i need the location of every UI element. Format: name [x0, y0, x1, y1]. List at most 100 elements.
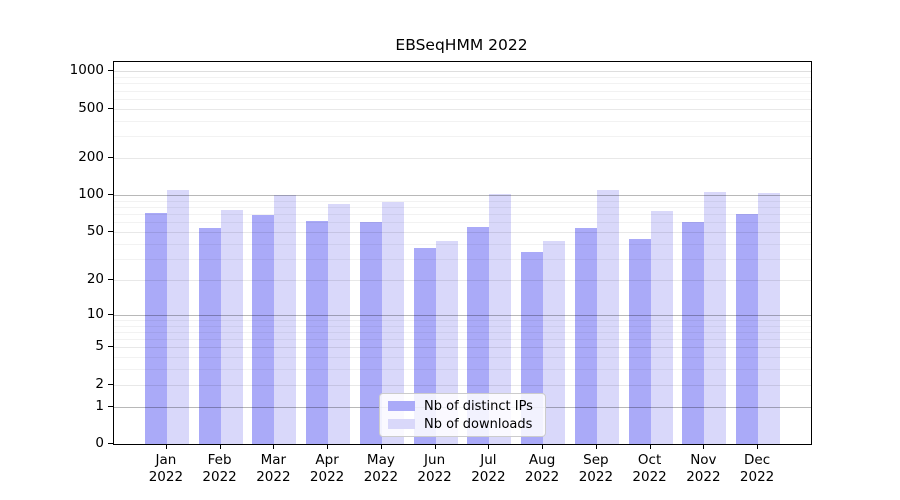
x-tick-label-oct: Oct 2022 — [620, 452, 680, 485]
x-tick-label-month: May — [366, 452, 395, 468]
y-tick-mark-200 — [108, 157, 113, 158]
bar-nb-of-downloads-mar — [274, 195, 297, 444]
x-tick-label-year: 2022 — [632, 468, 667, 485]
x-tick-label-month: Jun — [424, 452, 446, 468]
y-tick-mark-50 — [108, 230, 113, 232]
y-tick-label-0: 0 — [95, 435, 104, 451]
bar-nb-of-downloads-aug — [543, 241, 566, 444]
bar-nb-of-distinct-ips-nov — [682, 222, 705, 444]
x-tick-mark-mar — [273, 444, 275, 449]
y-tick-label-5: 5 — [95, 338, 104, 355]
bar-nb-of-distinct-ips-dec — [736, 214, 759, 444]
x-tick-label-year: 2022 — [309, 468, 345, 485]
x-tick-label-year: 2022 — [578, 468, 614, 485]
bar-nb-of-distinct-ips-mar — [252, 214, 275, 444]
legend-swatch-distinct-ips — [388, 401, 415, 411]
bar-nb-of-downloads-apr — [328, 203, 351, 444]
x-tick-label-year: 2022 — [417, 468, 452, 485]
x-tick-mark-may — [380, 444, 382, 449]
bar-nb-of-distinct-ips-may — [359, 222, 382, 444]
bar-nb-of-distinct-ips-jan — [144, 213, 167, 444]
x-tick-label-year: 2022 — [739, 468, 775, 485]
x-tick-label-month: Mar — [260, 452, 287, 468]
y-tick-mark-10 — [108, 313, 113, 315]
x-tick-label-month: Apr — [315, 452, 339, 468]
x-tick-label-year: 2022 — [148, 468, 184, 485]
bar-nb-of-distinct-ips-sep — [574, 227, 597, 444]
y-tick-mark-1000 — [108, 70, 113, 72]
y-tick-label-2: 2 — [95, 375, 104, 392]
x-tick-label-month: Dec — [744, 452, 771, 468]
x-tick-label-feb: Feb 2022 — [190, 452, 250, 485]
y-tick-label-1: 1 — [95, 397, 104, 414]
x-tick-label-year: 2022 — [524, 468, 560, 485]
x-tick-label-sep: Sep 2022 — [566, 452, 626, 485]
x-tick-label-may: May 2022 — [351, 452, 411, 485]
x-tick-mark-dec — [757, 444, 759, 449]
bar-nb-of-downloads-jan — [166, 190, 189, 444]
x-tick-mark-nov — [703, 444, 705, 449]
y-tick-mark-20 — [108, 278, 113, 280]
legend-label-downloads: Nb of downloads — [424, 416, 533, 432]
bar-nb-of-downloads-feb — [220, 209, 243, 444]
y-tick-label-50: 50 — [86, 222, 104, 239]
x-tick-label-month: Nov — [690, 452, 717, 468]
y-tick-mark-100 — [108, 194, 113, 196]
bars-layer — [114, 62, 811, 444]
bar-nb-of-downloads-sep — [596, 189, 619, 444]
bar-nb-of-distinct-ips-jul — [467, 226, 490, 444]
chart-title: EBSeqHMM 2022 — [395, 36, 528, 54]
x-tick-mark-oct — [649, 444, 651, 449]
y-tick-mark-1 — [108, 405, 113, 407]
x-tick-mark-jan — [165, 444, 167, 449]
x-tick-label-apr: Apr 2022 — [297, 452, 357, 485]
bar-nb-of-distinct-ips-feb — [198, 227, 221, 444]
x-tick-label-month: Oct — [637, 452, 662, 468]
x-tick-mark-feb — [219, 444, 221, 449]
x-tick-mark-jun — [434, 444, 436, 449]
x-tick-label-month: Aug — [528, 452, 556, 468]
x-tick-label-year: 2022 — [202, 468, 237, 485]
legend-row-downloads: Nb of downloads — [388, 417, 537, 432]
x-tick-label-year: 2022 — [256, 468, 291, 485]
x-tick-label-jan: Jan 2022 — [136, 452, 196, 485]
legend-label-distinct-ips: Nb of distinct IPs — [424, 398, 533, 414]
bar-nb-of-downloads-nov — [704, 191, 727, 444]
x-tick-mark-aug — [542, 444, 544, 449]
bar-nb-of-distinct-ips-oct — [628, 238, 651, 444]
x-tick-label-month: Feb — [207, 452, 232, 468]
bar-nb-of-downloads-may — [381, 201, 404, 444]
x-tick-label-year: 2022 — [686, 468, 721, 485]
legend-swatch-downloads — [388, 419, 415, 429]
x-tick-label-mar: Mar 2022 — [243, 452, 303, 485]
y-tick-label-100: 100 — [78, 186, 104, 203]
x-tick-label-dec: Dec 2022 — [727, 452, 787, 485]
x-tick-mark-apr — [327, 444, 329, 449]
y-tick-mark-5 — [108, 346, 113, 348]
y-tick-mark-0 — [108, 443, 113, 444]
bar-nb-of-downloads-oct — [650, 211, 673, 444]
x-tick-mark-jul — [488, 444, 490, 449]
y-tick-label-1000: 1000 — [69, 62, 104, 79]
y-tick-label-200: 200 — [78, 149, 104, 165]
bar-nb-of-downloads-dec — [758, 193, 781, 444]
x-tick-label-jun: Jun 2022 — [405, 452, 465, 485]
x-tick-mark-sep — [595, 444, 597, 449]
x-tick-label-nov: Nov 2022 — [673, 452, 733, 485]
legend: Nb of distinct IPs Nb of downloads — [379, 393, 546, 437]
y-tick-mark-500 — [108, 107, 113, 109]
y-tick-label-20: 20 — [86, 270, 104, 287]
y-tick-label-10: 10 — [86, 305, 104, 322]
x-tick-label-month: Jul — [480, 452, 497, 468]
x-tick-label-jul: Jul 2022 — [458, 452, 518, 485]
y-tick-label-500: 500 — [78, 99, 104, 116]
x-tick-label-month: Sep — [583, 452, 609, 468]
x-tick-label-year: 2022 — [471, 468, 506, 485]
legend-row-distinct-ips: Nb of distinct IPs — [388, 399, 537, 414]
x-tick-label-year: 2022 — [363, 468, 399, 485]
x-tick-label-aug: Aug 2022 — [512, 452, 572, 485]
plot-area: Nb of distinct IPs Nb of downloads — [113, 61, 812, 445]
bar-nb-of-distinct-ips-apr — [306, 221, 329, 444]
bar-nb-of-downloads-jul — [489, 194, 512, 444]
